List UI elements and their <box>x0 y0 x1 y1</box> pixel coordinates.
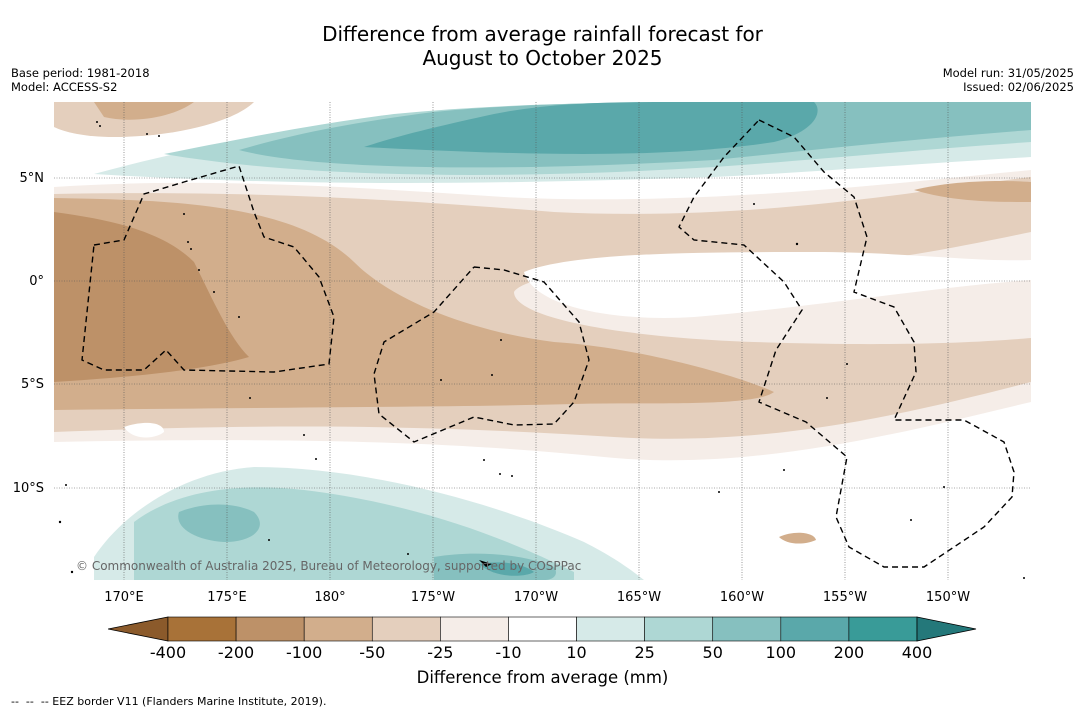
lat-label-5s: 5°S <box>20 377 44 392</box>
model-name: Model: ACCESS-S2 <box>11 80 118 94</box>
white-patch-south <box>774 458 854 480</box>
white-patch-east <box>524 252 1031 318</box>
colorbar-extend-low <box>108 616 169 642</box>
eez-borders <box>81 119 1015 568</box>
dry-patch-se <box>779 532 816 544</box>
meta-left: Base period: 1981-2018 Model: ACCESS-S2 <box>11 66 150 94</box>
colorbar-tick-label: 100 <box>765 643 797 662</box>
lon-label-170e: 170°E <box>104 590 144 605</box>
colorbar-tick-label: 400 <box>901 643 933 662</box>
colorbar-tick-label: 10 <box>566 643 587 662</box>
colorbar-segment <box>371 616 441 642</box>
colorbar-tick-label: -25 <box>427 643 454 662</box>
colorbar-segment <box>644 616 714 642</box>
wet-south-lt100 <box>479 562 534 576</box>
lon-label-155w: 155°W <box>822 590 868 605</box>
colorbar-extend-high <box>916 616 977 642</box>
colorbar-segment <box>576 616 645 642</box>
colorbar-segment <box>440 616 509 642</box>
colorbar-segment <box>780 616 850 642</box>
colorbar-title: Difference from average (mm) <box>416 668 669 687</box>
lon-label-160w: 160°W <box>719 590 765 605</box>
colorbar-tick-label: -200 <box>217 643 255 662</box>
colorbar-segment <box>848 616 918 642</box>
title-line-2: August to October 2025 <box>422 46 663 70</box>
colorbar-segment <box>303 616 373 642</box>
map-title: Difference from average rainfall forecas… <box>0 22 1085 70</box>
lon-label-170w: 170°W <box>513 590 559 605</box>
colorbar-segment <box>508 616 577 642</box>
model-run: Model run: 31/05/2025 <box>942 66 1074 80</box>
eez-phoenix <box>373 266 590 443</box>
title-line-1: Difference from average rainfall forecas… <box>322 22 763 46</box>
eez-legend: -- -- -- EEZ border V11 (Flanders Marine… <box>11 695 327 708</box>
colorbar-tick-label: 25 <box>634 643 655 662</box>
colorbar-segment <box>167 616 237 642</box>
colorbar-tick-label: 200 <box>833 643 865 662</box>
lon-label-165w: 165°W <box>616 590 662 605</box>
issued-date: Issued: 02/06/2025 <box>963 80 1074 94</box>
meta-right: Model run: 31/05/2025 Issued: 02/06/2025 <box>943 66 1074 94</box>
lat-label-5n: 5°N <box>19 171 45 186</box>
dry-patch-nw-inner <box>94 102 194 120</box>
base-period: Base period: 1981-2018 <box>11 66 150 80</box>
colorbar-segments <box>167 616 918 642</box>
islands <box>58 121 1025 579</box>
lon-label-175w: 175°W <box>410 590 456 605</box>
dry-patch-ne <box>914 180 1031 202</box>
wet-north-lt100 <box>364 102 818 154</box>
colorbar-tick-label: -10 <box>495 643 522 662</box>
lat-label-10s: 10°S <box>12 481 44 496</box>
wet-south-lt50 <box>178 504 260 542</box>
colorbar <box>108 616 977 642</box>
colorbar-tick-label: -50 <box>359 643 386 662</box>
dry-band-lt200 <box>54 212 249 382</box>
colorbar-tick-label: -400 <box>149 643 187 662</box>
colorbar-segment <box>235 616 305 642</box>
lon-label-150w: 150°W <box>925 590 971 605</box>
lat-label-0: 0° <box>29 274 44 289</box>
lon-label-175e: 175°E <box>207 590 247 605</box>
eez-kiribati-gilbert <box>81 165 335 373</box>
rainfall-map: © Commonwealth of Australia 2025, Bureau… <box>54 102 1031 580</box>
colorbar-tick-label: 50 <box>702 643 723 662</box>
eez-line-islands <box>678 119 1015 568</box>
copyright-notice: © Commonwealth of Australia 2025, Bureau… <box>76 559 581 573</box>
colorbar-segment <box>712 616 782 642</box>
white-patch-west <box>124 422 164 438</box>
colorbar-tick-label: -100 <box>286 643 323 662</box>
lon-label-180: 180° <box>314 590 346 605</box>
